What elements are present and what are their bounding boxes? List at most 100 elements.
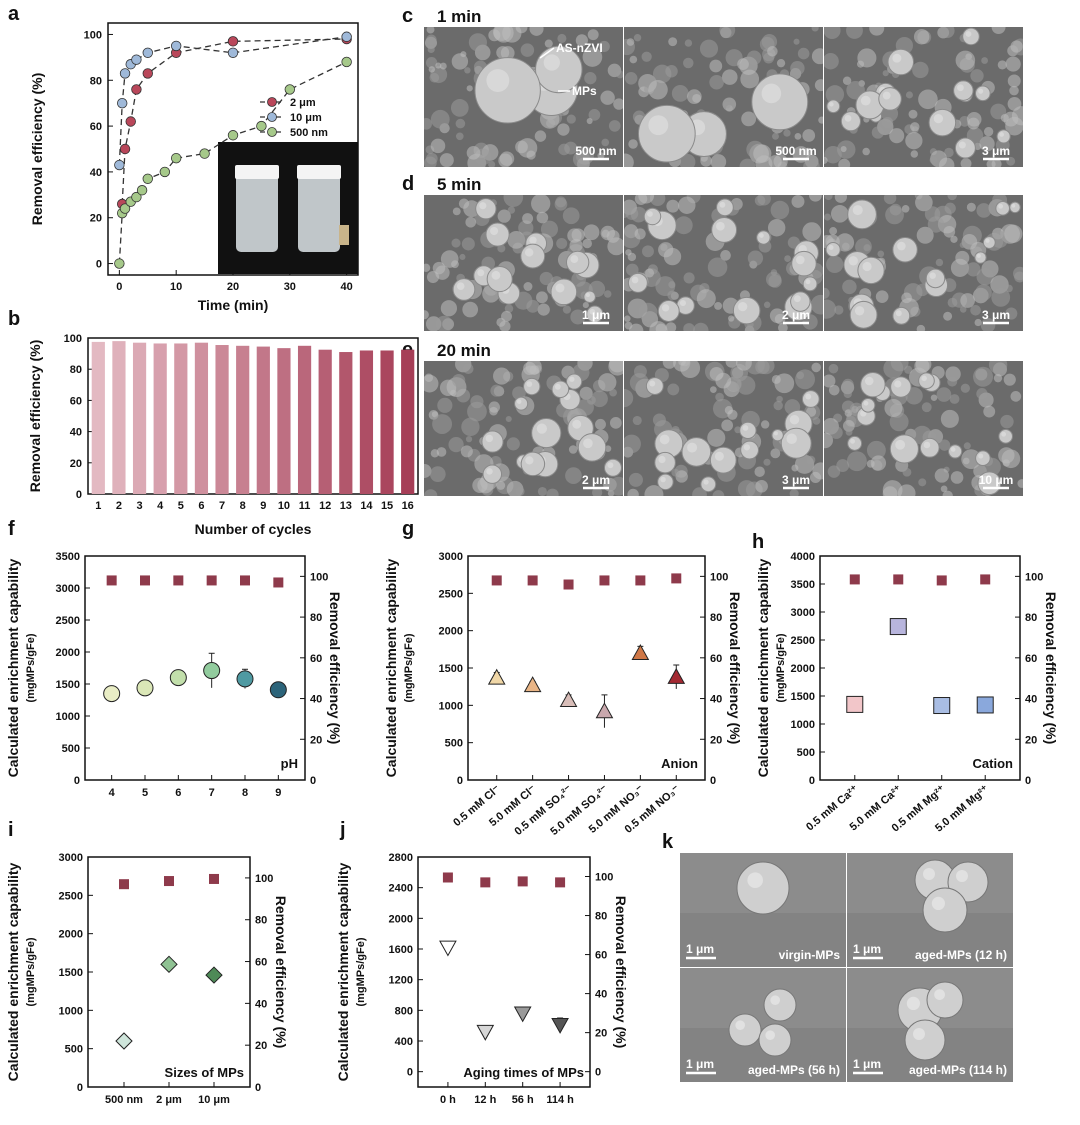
chart-h-ytick-label: 3500 [791, 579, 815, 591]
chart-b-ylabel: Removal efficiency (%) [27, 340, 43, 493]
chart-f-y2tick-label: 20 [310, 734, 322, 746]
chart-h-y2tick-label: 40 [1025, 694, 1037, 706]
chart-h-ylabel: Calculated enrichment capability [755, 558, 771, 777]
chart-f-xtick-label: 9 [275, 787, 281, 799]
chart-j-ytick-label: 400 [395, 1036, 413, 1048]
chart-i-ytick-label: 1500 [59, 967, 83, 979]
chart-a-point [159, 166, 171, 178]
chart-i: 0 500 1000 1500 2000 2500 3000 0 20 40 60 80 100 500 … [5, 852, 289, 1106]
chart-b-xtick-label: 11 [299, 500, 311, 512]
panel-letter-g: g [402, 518, 414, 540]
sem-k-scale-4: 1 μm [853, 1057, 881, 1071]
chart-b-ytick-label: 20 [70, 458, 82, 470]
chart-g-ytick-label: 500 [445, 738, 463, 750]
chart-a-ytick-label: 80 [90, 75, 102, 87]
chart-f-ylabel-sub: (mgMPs/gFe) [25, 633, 37, 702]
chart-j: 0 400 800 1200 1600 2000 2400 2800 0 20 40 60 80 100 0… [335, 852, 629, 1106]
chart-i-y2tick-label: 0 [255, 1082, 261, 1094]
sem-c-scale-1: 500 nm [575, 144, 616, 158]
sem-d-scale-3: 3 μm [982, 308, 1010, 322]
chart-j-y2tick-label: 40 [595, 989, 607, 1001]
sem-k-label-2: aged-MPs (12 h) [915, 948, 1007, 962]
chart-i-y2tick-label: 60 [255, 957, 267, 969]
chart-a-line-1 [118, 36, 347, 166]
chart-i-ylabel: Calculated enrichment capability [5, 862, 21, 1081]
chart-f-ytick-label: 0 [74, 775, 80, 787]
chart-b-bar [359, 350, 374, 494]
chart-h-ytick-label: 2000 [791, 663, 815, 675]
chart-j-ylabel: Calculated enrichment capability [335, 862, 351, 1081]
sem-title-1min: 1 min [437, 7, 481, 26]
chart-b-ytick-label: 80 [70, 364, 82, 376]
chart-b-bar [215, 345, 229, 494]
chart-i-xtick-label: 500 nm [105, 1094, 143, 1106]
chart-b-bar [297, 345, 312, 494]
chart-j-capability-point [476, 1024, 495, 1041]
chart-h-y2tick-label: 80 [1025, 612, 1037, 624]
chart-b-xtick-label: 4 [157, 500, 164, 512]
chart-h-removal-point [936, 575, 947, 586]
chart-g-y2tick-label: 100 [710, 571, 728, 583]
chart-a-point [114, 258, 125, 269]
chart-b-xtick-label: 10 [278, 500, 290, 512]
chart-b-ytick-label: 40 [70, 427, 82, 439]
chart-a-legend-marker [267, 97, 277, 107]
chart-i-removal-point [119, 879, 129, 890]
chart-b-xlabel: Number of cycles [195, 521, 312, 537]
chart-a-point [131, 54, 142, 65]
chart-i-ytick-label: 2500 [59, 890, 83, 902]
chart-f-removal-point [273, 577, 284, 588]
chart-a-legend-marker [267, 112, 277, 122]
sem-c-1 [424, 27, 623, 167]
chart-a-ytick-label: 40 [90, 167, 102, 179]
chart-h-ytick-label: 1000 [791, 719, 815, 731]
sem-k-3 [680, 968, 846, 1082]
chart-h-ytick-label: 2500 [791, 635, 815, 647]
chart-b-ytick-label: 60 [70, 395, 82, 407]
chart-i-capability-point [205, 966, 223, 984]
chart-g-removal-point [599, 575, 610, 586]
sem-d-3 [824, 195, 1023, 331]
chart-i-y2tick-label: 40 [255, 998, 267, 1010]
chart-i-ytick-label: 2000 [59, 929, 83, 941]
chart-f-capability-point [203, 662, 221, 680]
chart-a-point [170, 152, 182, 164]
chart-a-xtick-label: 20 [227, 281, 239, 293]
chart-g-ytick-label: 0 [457, 775, 463, 787]
chart-b-bar [112, 341, 126, 494]
chart-h-removal-point [849, 574, 860, 585]
chart-f-ytick-label: 1000 [56, 711, 80, 723]
chart-a-point [142, 173, 153, 184]
chart-a-point [142, 68, 153, 79]
chart-f-capability-point [103, 685, 121, 703]
chart-j-removal-point [555, 877, 566, 888]
chart-g-removal-point [491, 575, 502, 586]
chart-h-removal-point [980, 574, 991, 585]
chart-f-ytick-label: 3000 [56, 583, 80, 595]
chart-g-capability-point [667, 667, 686, 684]
chart-i-ytick-label: 0 [77, 1082, 83, 1094]
sem-k-4 [847, 968, 1013, 1082]
chart-b-xtick-label: 2 [116, 500, 122, 512]
chart-i-xtick-label: 10 μm [198, 1094, 230, 1106]
sem-k-label-1: virgin-MPs [779, 948, 841, 962]
chart-g-y2tick-label: 80 [710, 612, 722, 624]
chart-b-xtick-label: 6 [198, 500, 204, 512]
chart-a-point [227, 47, 239, 58]
chart-i-annotation: Sizes of MPs [165, 1065, 244, 1080]
sem-k-scale-2: 1 μm [853, 942, 881, 956]
chart-j-annotation: Aging times of MPs [463, 1065, 584, 1080]
sem-d-scale-2: 2 μm [782, 308, 810, 322]
chart-a-point [119, 203, 131, 214]
chart-b-bar [401, 349, 415, 494]
chart-f-capability-point [136, 679, 154, 697]
chart-f-capability-point [236, 670, 254, 688]
chart-g-ytick-label: 1000 [439, 700, 463, 712]
chart-i-capability-point [115, 1032, 133, 1050]
chart-j-removal-point [442, 872, 453, 883]
chart-i-capability-point [160, 955, 178, 974]
chart-g-capability-point [523, 676, 542, 693]
chart-g-y2tick-label: 20 [710, 734, 722, 746]
chart-b-xtick-label: 3 [137, 500, 143, 512]
chart-i-removal-point [164, 876, 174, 887]
